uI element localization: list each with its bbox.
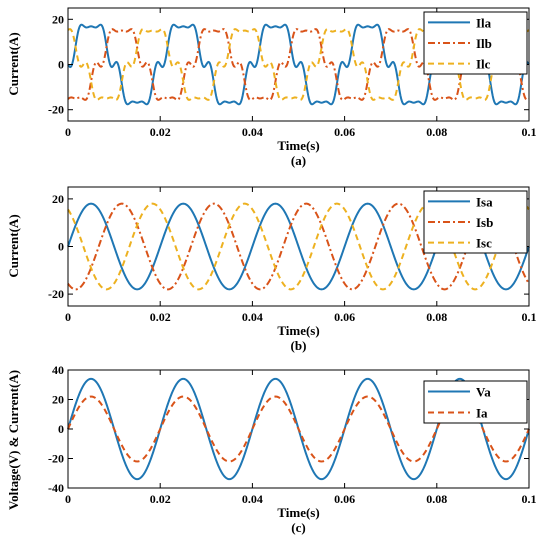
y-tick-label: 0 — [58, 240, 64, 254]
x-tick-label: 0.02 — [150, 125, 171, 139]
x-tick-label: 0.04 — [242, 310, 263, 324]
panel-label: (a) — [291, 153, 306, 168]
panel-a: 0 0.02 0.04 0.06 0.08 0.1-20020Time(s)(a)Curr… — [6, 7, 537, 168]
x-axis-label: Time(s) — [277, 505, 319, 520]
x-tick-label: 0.1 — [522, 492, 537, 506]
y-axis-label: Current(A) — [6, 32, 21, 95]
y-tick-label: 20 — [52, 12, 64, 26]
y-tick-label: -20 — [48, 452, 64, 466]
legend-c: Va Ia — [423, 380, 528, 424]
x-tick-label: 0 — [65, 492, 71, 506]
y-tick-label: 40 — [52, 363, 64, 377]
y-tick-label: 0 — [58, 58, 64, 72]
y-axis-label: Voltage(V) & Current(A) — [6, 370, 21, 510]
y-tick-label: 0 — [58, 422, 64, 436]
legend-entry-isb: Isb — [476, 215, 493, 230]
legend-entry-isc: Isc — [476, 236, 492, 251]
x-tick-label: 0.08 — [426, 310, 447, 324]
x-axis-label: Time(s) — [277, 323, 319, 338]
x-tick-label: 0.08 — [426, 125, 447, 139]
y-axis-label: Current(A) — [6, 214, 21, 277]
y-tick-label: -40 — [48, 481, 64, 495]
legend-a: Ila Ilb Ilc — [423, 11, 528, 75]
x-tick-label: 0.1 — [522, 310, 537, 324]
series-line-isb-b — [67, 202, 530, 291]
x-tick-label: 0.02 — [150, 492, 171, 506]
legend-entry-ilc: Ilc — [476, 57, 491, 72]
x-tick-label: 0 — [65, 310, 71, 324]
legend-box — [423, 380, 528, 424]
panel-label: (b) — [291, 338, 307, 353]
x-tick-label: 0.06 — [334, 125, 355, 139]
panel-c: 0 0.02 0.04 0.06 0.08 0.1 -40 -20 0 20 40 Time(s)(c… — [6, 363, 537, 535]
x-tick-label: 0.04 — [242, 125, 263, 139]
x-tick-label: 0.02 — [150, 310, 171, 324]
x-tick-label: 0.1 — [522, 125, 537, 139]
legend-entry-isa: Isa — [476, 194, 493, 209]
x-axis-label: Time(s) — [277, 138, 319, 153]
x-tick-label: 0.06 — [334, 310, 355, 324]
legend-entry-ilb: Ilb — [476, 36, 492, 51]
legend-entry-va: Va — [476, 385, 491, 400]
y-tick-label: 20 — [52, 192, 64, 206]
y-tick-label: -20 — [48, 103, 64, 117]
legend-b: Isa Isb Isc — [423, 190, 528, 254]
legend-entry-ila: Ila — [476, 15, 492, 30]
x-tick-label: 0.08 — [426, 492, 447, 506]
y-tick-label: -20 — [48, 287, 64, 301]
legend-entry-ia: Ia — [476, 406, 488, 421]
series-line-ilb-a — [67, 28, 530, 101]
x-tick-label: 0 — [65, 125, 71, 139]
panel-label: (c) — [291, 520, 305, 535]
panel-b: 0 0.02 0.04 0.06 0.08 0.1-20020Time(s)(b)Curr… — [6, 186, 537, 353]
x-tick-label: 0.06 — [334, 492, 355, 506]
y-tick-label: 20 — [52, 393, 64, 407]
x-tick-label: 0.04 — [242, 492, 263, 506]
